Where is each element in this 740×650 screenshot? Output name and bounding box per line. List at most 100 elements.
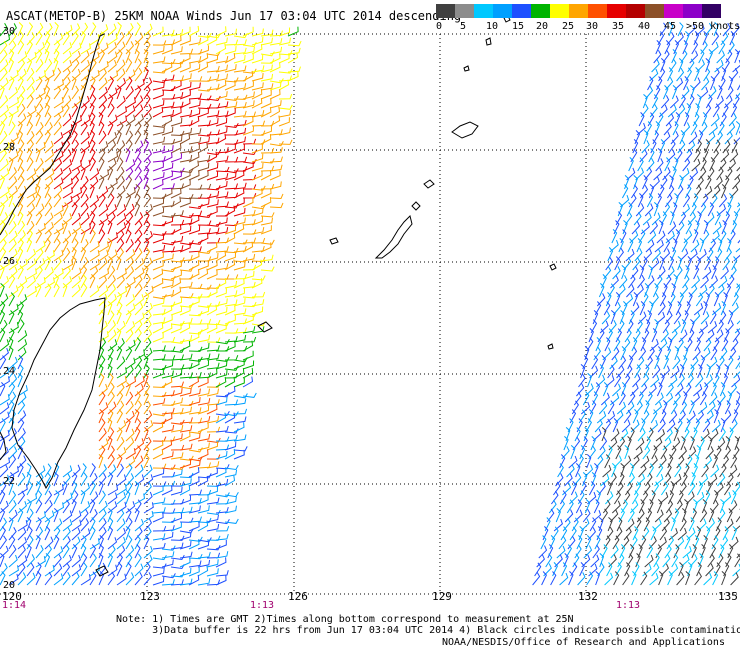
wind-barb xyxy=(143,211,150,226)
wind-barb xyxy=(152,463,167,469)
wind-barb xyxy=(725,166,733,181)
wind-barb xyxy=(643,248,653,262)
wind-barb xyxy=(215,274,230,280)
wind-barb xyxy=(188,108,201,118)
wind-barb xyxy=(98,249,109,262)
wind-barb xyxy=(707,283,715,298)
wind-barb xyxy=(640,490,649,505)
wind-barb xyxy=(71,510,82,523)
wind-barb xyxy=(581,554,591,568)
wind-barb xyxy=(206,54,219,64)
wind-barb xyxy=(116,310,122,325)
wind-barb xyxy=(730,103,738,118)
wind-barb xyxy=(152,497,166,505)
wind-barb xyxy=(89,211,96,226)
wind-barb xyxy=(71,564,82,577)
wind-barb xyxy=(71,23,81,37)
wind-barb xyxy=(107,571,116,586)
wind-barb xyxy=(188,144,200,154)
wind-barb xyxy=(233,359,245,370)
wind-barb xyxy=(53,518,63,532)
wind-barb xyxy=(565,427,571,442)
wind-barb xyxy=(35,94,43,109)
wind-barb xyxy=(161,162,174,172)
wind-barb xyxy=(675,184,684,199)
wind-barb xyxy=(224,144,236,154)
wind-barb xyxy=(634,400,643,415)
wind-barb xyxy=(206,514,219,523)
wind-barb xyxy=(17,85,26,100)
wind-barb xyxy=(645,85,654,100)
wind-barb xyxy=(714,329,724,343)
wind-barb xyxy=(597,562,605,577)
wind-barb xyxy=(616,247,625,262)
wind-barb xyxy=(698,553,704,568)
wind-barb xyxy=(628,427,635,442)
wind-barb xyxy=(80,69,91,82)
wind-barb xyxy=(269,141,284,147)
wind-barb xyxy=(98,571,105,586)
wind-barb xyxy=(647,230,657,244)
wind-barb xyxy=(170,224,182,235)
wind-barb xyxy=(161,407,175,415)
wind-barb xyxy=(98,464,108,478)
wind-barb xyxy=(179,167,194,174)
wind-barb xyxy=(134,58,142,73)
wind-barb xyxy=(62,195,73,208)
wind-barb xyxy=(251,98,263,109)
wind-barb xyxy=(579,562,585,577)
wind-barb xyxy=(0,571,6,586)
wind-barb xyxy=(703,103,712,118)
wind-barb xyxy=(627,391,636,406)
wind-barb xyxy=(687,562,693,577)
wind-barb xyxy=(116,427,123,442)
wind-barb xyxy=(598,364,604,379)
wind-barb xyxy=(161,531,174,541)
wind-barb xyxy=(651,563,660,577)
wind-barb xyxy=(668,292,676,307)
wind-barb xyxy=(561,562,568,577)
wind-barb xyxy=(35,203,45,217)
wind-barb xyxy=(62,492,73,505)
wind-barb xyxy=(703,337,712,352)
wind-barb xyxy=(675,32,684,46)
wind-barb xyxy=(684,148,693,163)
wind-barb xyxy=(161,115,173,127)
wind-barb xyxy=(613,571,620,586)
wind-barb xyxy=(125,239,134,253)
wind-barb xyxy=(206,221,221,227)
legend-swatch xyxy=(512,4,531,18)
wind-barb xyxy=(80,501,91,514)
wind-barb xyxy=(710,230,720,244)
wind-barb xyxy=(35,544,44,559)
wind-barb xyxy=(631,455,640,469)
wind-barb xyxy=(725,320,734,334)
wind-barb xyxy=(716,553,724,568)
wind-barb xyxy=(649,455,658,469)
wind-barb xyxy=(677,256,683,271)
wind-barb xyxy=(188,371,202,379)
wind-barb xyxy=(694,220,700,235)
wind-barb xyxy=(188,93,202,100)
wind-barb xyxy=(143,400,152,415)
wind-barb xyxy=(224,386,236,397)
wind-barb xyxy=(152,298,165,307)
wind-barb xyxy=(179,400,194,407)
wind-barb xyxy=(719,382,726,397)
wind-barb xyxy=(601,544,608,559)
wind-barb xyxy=(107,232,118,244)
wind-barb xyxy=(80,59,90,73)
wind-barb xyxy=(656,463,664,478)
wind-barb xyxy=(586,337,594,352)
wind-barb xyxy=(233,156,248,163)
wind-barb xyxy=(680,319,687,334)
wind-barb xyxy=(650,257,660,271)
wind-barb xyxy=(134,95,144,109)
wind-barb xyxy=(188,49,203,55)
wind-barb xyxy=(619,194,630,208)
wind-barb xyxy=(53,274,59,289)
wind-barb xyxy=(637,311,647,325)
wind-barb xyxy=(709,544,717,559)
wind-barb xyxy=(224,341,236,352)
wind-barb xyxy=(53,502,65,514)
